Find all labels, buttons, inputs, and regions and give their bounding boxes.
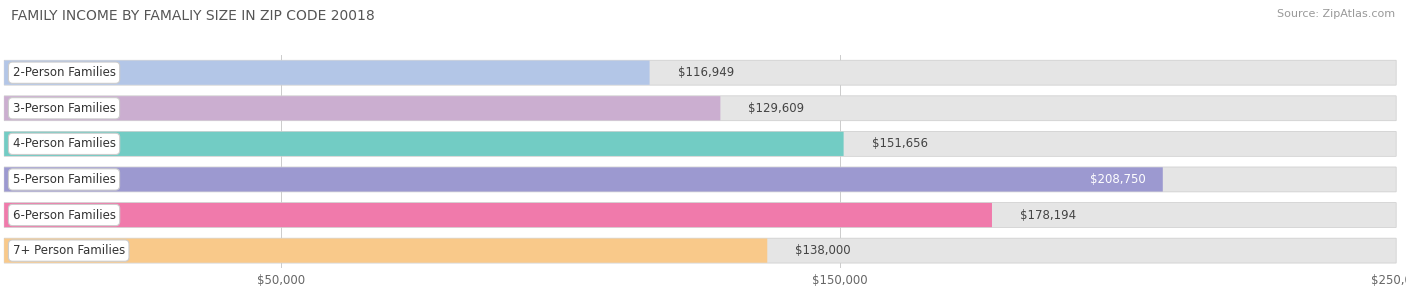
Text: 3-Person Families: 3-Person Families (13, 102, 115, 115)
FancyBboxPatch shape (4, 203, 1396, 228)
Text: $178,194: $178,194 (1019, 209, 1076, 221)
FancyBboxPatch shape (4, 238, 1396, 263)
Text: 6-Person Families: 6-Person Families (13, 209, 115, 221)
FancyBboxPatch shape (4, 96, 720, 120)
Text: 2-Person Families: 2-Person Families (13, 66, 115, 79)
Text: 5-Person Families: 5-Person Families (13, 173, 115, 186)
FancyBboxPatch shape (4, 167, 1163, 192)
Text: $129,609: $129,609 (748, 102, 804, 115)
Text: $208,750: $208,750 (1090, 173, 1146, 186)
Text: $138,000: $138,000 (796, 244, 851, 257)
Text: 4-Person Families: 4-Person Families (13, 137, 115, 150)
Text: FAMILY INCOME BY FAMALIY SIZE IN ZIP CODE 20018: FAMILY INCOME BY FAMALIY SIZE IN ZIP COD… (11, 9, 375, 23)
Text: Source: ZipAtlas.com: Source: ZipAtlas.com (1277, 9, 1395, 19)
FancyBboxPatch shape (4, 61, 650, 85)
FancyBboxPatch shape (4, 60, 1396, 85)
FancyBboxPatch shape (4, 131, 1396, 156)
FancyBboxPatch shape (4, 132, 844, 156)
Text: $116,949: $116,949 (678, 66, 734, 79)
Text: $151,656: $151,656 (872, 137, 928, 150)
FancyBboxPatch shape (4, 239, 768, 263)
FancyBboxPatch shape (4, 96, 1396, 121)
FancyBboxPatch shape (4, 167, 1396, 192)
Text: 7+ Person Families: 7+ Person Families (13, 244, 125, 257)
FancyBboxPatch shape (4, 203, 993, 227)
